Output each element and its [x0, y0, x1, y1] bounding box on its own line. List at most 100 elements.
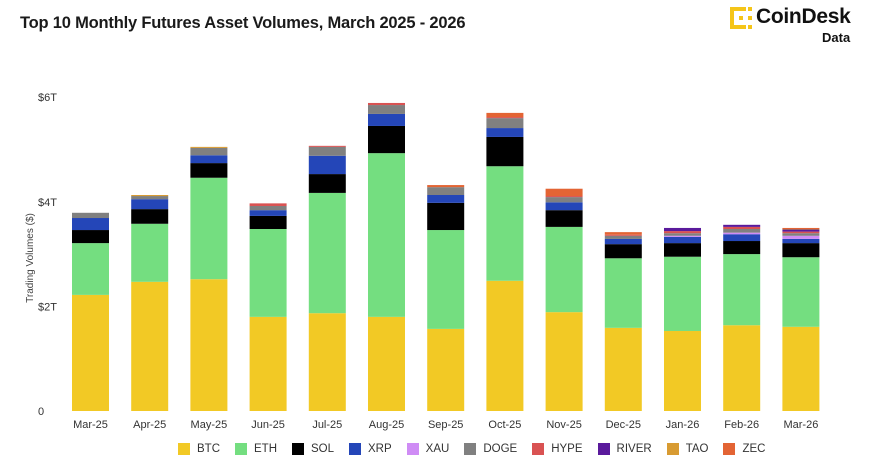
bar-stack	[131, 195, 169, 411]
legend-label: ZEC	[742, 443, 766, 455]
legend-swatch	[235, 443, 247, 455]
bar-stack	[427, 185, 465, 411]
bar-segment-btc	[72, 294, 109, 411]
legend-swatch	[178, 443, 190, 455]
x-axis: Mar-25 Apr-25 May-25 Jun-25 Jul-25 Aug-25 Sep-…	[73, 419, 818, 431]
legend-swatch	[597, 443, 610, 455]
bar-segment-sol	[545, 210, 583, 227]
bar-stack	[190, 146, 228, 411]
x-tick-label: Apr-25	[133, 419, 166, 431]
chart-title: Top 10 Monthly Futures Asset Volumes, Ma…	[20, 14, 466, 32]
bar-segment-xrp	[427, 195, 465, 203]
legend-label: RIVER	[616, 443, 652, 455]
bar-segment-xrp	[368, 113, 405, 126]
bar-segment-doge	[782, 233, 820, 236]
bar-segment-xrp	[72, 218, 109, 231]
x-tick-label: Mar-26	[783, 419, 818, 431]
bar-segment-tao	[131, 195, 169, 197]
legend-item-sol: SOL	[292, 443, 334, 455]
x-tick-label: Aug-25	[369, 419, 404, 431]
x-tick-label: Jan-26	[666, 419, 700, 431]
bar-segment-sol	[368, 125, 405, 154]
bar-segment-hype	[308, 145, 346, 147]
bar-stack	[782, 227, 820, 411]
bar-segment-sol	[782, 243, 820, 258]
bar-segment-sol	[604, 244, 642, 259]
bar-segment-btc	[190, 279, 228, 411]
bar-segment-xrp	[486, 128, 524, 137]
bars-group	[72, 102, 820, 411]
bar-segment-hype	[368, 102, 405, 106]
coindesk-logo-icon	[730, 7, 752, 29]
bar-segment-sol	[723, 241, 761, 255]
bar-segment-eth	[249, 228, 287, 317]
bar-segment-xrp	[604, 238, 642, 245]
legend-swatch	[292, 443, 304, 455]
bar-segment-hype	[664, 231, 701, 234]
legend-swatch	[464, 443, 477, 455]
bar-segment-zec	[486, 112, 524, 118]
bar-segment-sol	[72, 230, 109, 244]
bar-segment-doge	[486, 118, 524, 129]
legend-label: HYPE	[551, 443, 583, 455]
brand-logo: CoinDesk Data	[730, 4, 860, 45]
legend-item-hype: HYPE	[532, 443, 583, 455]
y-tick-label: 0	[38, 406, 44, 418]
bar-segment-river	[782, 229, 820, 232]
bar-stack	[249, 203, 287, 411]
bar-stack	[723, 224, 761, 411]
legend-swatch	[349, 443, 362, 455]
bar-segment-eth	[545, 226, 583, 313]
bar-stack	[72, 212, 109, 411]
bar-segment-xau	[782, 235, 820, 239]
legend-item-eth: ETH	[235, 443, 277, 455]
x-tick-label: Dec-25	[606, 419, 641, 431]
bar-segment-doge	[368, 105, 405, 114]
bar-segment-btc	[427, 328, 465, 411]
legend-label: XRP	[368, 443, 392, 455]
x-tick-label: May-25	[191, 419, 228, 431]
bar-segment-tao	[782, 228, 820, 230]
bar-segment-btc	[308, 313, 346, 411]
bar-segment-btc	[249, 316, 287, 411]
bar-segment-xrp	[249, 210, 287, 216]
bar-segment-zec	[545, 188, 583, 197]
bar-segment-river	[723, 224, 761, 227]
y-tick-label: $6T	[38, 92, 57, 104]
bar-segment-tao	[190, 146, 228, 148]
legend-label: ETH	[254, 443, 277, 455]
bar-segment-xrp	[723, 234, 761, 242]
bar-stack	[486, 112, 524, 411]
legend-swatch	[532, 443, 545, 455]
x-tick-label: Jul-25	[312, 419, 342, 431]
bar-segment-doge	[427, 187, 465, 196]
bar-segment-hype	[782, 231, 820, 234]
legend-swatch	[723, 443, 736, 455]
bar-segment-xrp	[190, 155, 228, 164]
legend-item-doge: DOGE	[464, 443, 517, 455]
bar-segment-btc	[545, 312, 583, 411]
bar-segment-eth	[308, 192, 346, 314]
x-tick-label: Jun-25	[251, 419, 285, 431]
bar-stack	[308, 145, 346, 411]
bar-segment-eth	[604, 258, 642, 328]
bar-segment-doge	[545, 197, 583, 203]
bar-segment-hype	[723, 226, 761, 229]
bar-segment-sol	[664, 243, 701, 257]
bar-segment-zec	[782, 227, 820, 229]
bar-segment-btc	[664, 330, 701, 411]
legend-item-zec: ZEC	[723, 443, 765, 455]
bar-segment-btc	[486, 280, 524, 411]
legend-label: TAO	[685, 443, 709, 455]
bar-segment-doge	[249, 205, 287, 211]
legend-item-btc: BTC	[178, 443, 220, 455]
bar-segment-eth	[782, 257, 820, 327]
y-axis: 0 $2T $4T $6T	[38, 92, 57, 418]
legend-label: DOGE	[483, 443, 518, 455]
legend-swatch	[406, 443, 419, 455]
y-tick-label: $2T	[38, 301, 57, 313]
y-tick-label: $4T	[38, 197, 57, 209]
bar-segment-sol	[249, 215, 287, 229]
x-tick-label: Feb-26	[724, 419, 759, 431]
bar-stack	[604, 232, 642, 411]
